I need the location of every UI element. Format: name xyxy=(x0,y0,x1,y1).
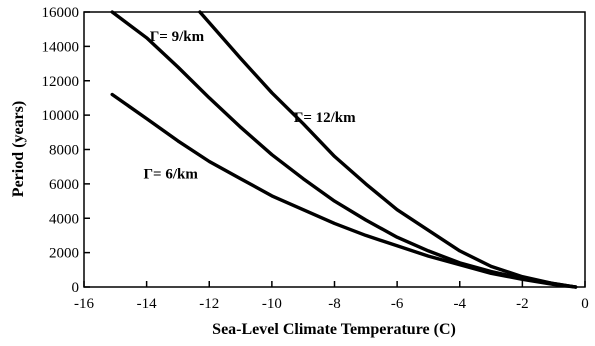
x-tick-label: -12 xyxy=(199,296,219,312)
annotation-label: Γ= 6/km xyxy=(143,167,198,183)
y-tick-label: 12000 xyxy=(42,74,80,90)
x-tick-label: -16 xyxy=(74,296,94,312)
annotations: Γ= 6/km Γ= 9/km Γ= 12/km xyxy=(143,29,356,183)
y-tick-label: 14000 xyxy=(42,39,80,55)
y-tick-label: 16000 xyxy=(42,5,80,21)
y-tick-label: 8000 xyxy=(49,143,79,159)
y-tick-label: 10000 xyxy=(42,108,80,124)
x-tick-label: -2 xyxy=(516,296,529,312)
y-tick-label: 4000 xyxy=(49,211,79,227)
y-ticks: 0 2000 4000 6000 8000 10000 12000 14000 16000 xyxy=(42,5,90,296)
x-tick-label: 0 xyxy=(581,296,589,312)
x-tick-label: -4 xyxy=(454,296,467,312)
y-tick-label: 2000 xyxy=(49,246,79,262)
series-layer xyxy=(110,10,578,289)
y-axis-title: Period (years) xyxy=(10,101,27,197)
x-tick-label: -8 xyxy=(328,296,341,312)
x-tick-label: -6 xyxy=(391,296,404,312)
x-tick-label: -10 xyxy=(262,296,282,312)
plot-frame xyxy=(83,11,586,288)
series-line-gamma-12 xyxy=(198,10,578,289)
y-tick-label: 6000 xyxy=(49,177,79,193)
series-line-gamma-9 xyxy=(110,10,578,289)
x-axis-title: Sea-Level Climate Temperature (C) xyxy=(212,321,456,338)
y-tick-label: 0 xyxy=(72,280,80,296)
annotation-label: Γ= 12/km xyxy=(294,110,356,126)
annotation-label: Γ= 9/km xyxy=(150,29,205,45)
x-tick-label: -14 xyxy=(137,296,157,312)
x-ticks: -16 -14 -12 -10 -8 -6 -4 -2 0 xyxy=(74,281,589,312)
